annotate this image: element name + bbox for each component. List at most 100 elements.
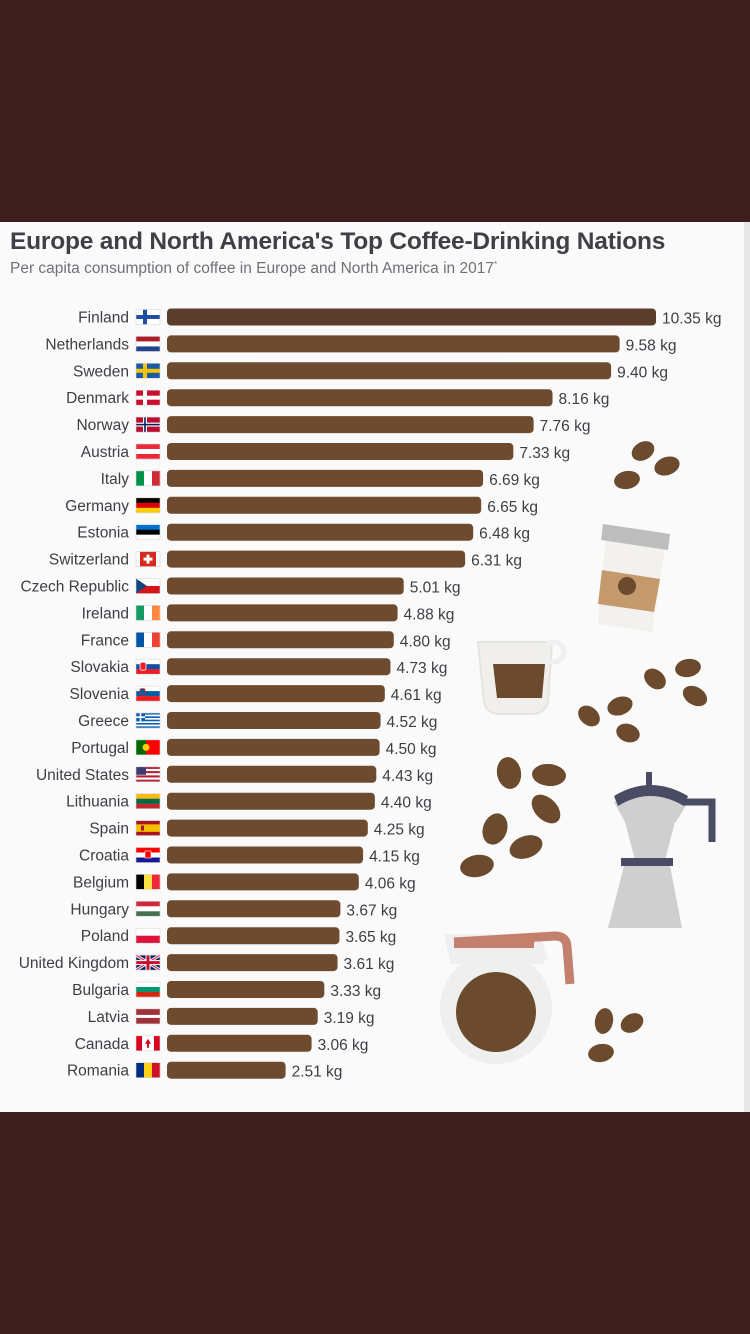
- united-states-flag-icon: [135, 766, 161, 783]
- bar: [167, 362, 612, 380]
- value-label: 10.35 kg: [662, 311, 721, 328]
- lithuania-flag-icon: [135, 793, 161, 810]
- category-label: United Kingdom: [19, 955, 129, 972]
- denmark-flag-icon: [135, 389, 161, 406]
- bulgaria-flag-icon: [135, 981, 161, 998]
- category-label: Hungary: [70, 901, 129, 918]
- value-label: 4.88 kg: [404, 606, 455, 623]
- value-label: 2.51 kg: [292, 1064, 343, 1081]
- portugal-flag-icon: [135, 739, 161, 756]
- value-label: 4.73 kg: [396, 660, 447, 677]
- value-label: 6.69 kg: [489, 472, 540, 489]
- bar-row: Germany 6.65 kg: [65, 496, 538, 516]
- card-edge: [744, 222, 750, 1112]
- category-label: Croatia: [79, 848, 129, 865]
- category-label: Sweden: [73, 363, 129, 380]
- bar: [167, 846, 364, 864]
- spain-flag-icon: [135, 820, 161, 836]
- czech-republic-flag-icon: [135, 578, 161, 594]
- category-label: Italy: [101, 471, 130, 488]
- chart-card: Europe and North America's Top Coffee-Dr…: [0, 222, 750, 1112]
- bar: [167, 954, 338, 972]
- france-flag-icon: [135, 631, 161, 648]
- united-kingdom-flag-icon: [135, 953, 161, 972]
- value-label: 4.15 kg: [369, 849, 420, 866]
- bar: [167, 1034, 312, 1052]
- category-label: Germany: [65, 498, 129, 515]
- subtitle-text: Per capita consumption of coffee in Euro…: [10, 260, 494, 278]
- bar-row: Portugal 4.50 kg: [71, 738, 436, 758]
- bar: [167, 308, 656, 326]
- category-label: Latvia: [88, 1009, 130, 1026]
- category-label: Slovenia: [70, 686, 130, 703]
- value-label: 3.61 kg: [344, 956, 395, 973]
- bar-row: Belgium 4.06 kg: [73, 873, 416, 892]
- bar: [167, 792, 375, 810]
- value-label: 5.01 kg: [410, 580, 461, 597]
- poland-flag-icon: [135, 927, 161, 944]
- category-label: Lithuania: [66, 794, 129, 811]
- bar-row: Croatia 4.15 kg: [79, 846, 420, 866]
- bar: [167, 658, 391, 676]
- category-label: Austria: [81, 444, 130, 461]
- value-label: 3.33 kg: [330, 983, 381, 1000]
- bar: [167, 604, 398, 622]
- bar: [167, 523, 474, 541]
- category-label: Czech Republic: [20, 579, 129, 596]
- value-label: 4.52 kg: [387, 714, 438, 731]
- bar: [167, 335, 620, 353]
- bar: [167, 550, 466, 568]
- category-label: Norway: [76, 417, 129, 434]
- bar-row: Slovakia 4.73 kg: [70, 658, 447, 677]
- value-label: 4.43 kg: [382, 768, 433, 785]
- category-label: Finland: [78, 310, 129, 327]
- value-label: 6.31 kg: [471, 553, 522, 570]
- sweden-flag-icon: [135, 363, 161, 379]
- hungary-flag-icon: [135, 900, 161, 917]
- subtitle-footnote-marker: *: [493, 260, 498, 269]
- bar-row: Greece 4.52 kg: [78, 712, 437, 731]
- bar-row: Sweden 9.40 kg: [73, 362, 668, 381]
- value-label: 9.58 kg: [626, 337, 677, 354]
- bar-row: Denmark 8.16 kg: [66, 389, 609, 408]
- value-label: 3.67 kg: [346, 902, 397, 919]
- bar-chart: Finland 10.35 kg Netherlands 9.58 kg Sweden 9…: [19, 308, 721, 1081]
- latvia-flag-icon: [135, 1008, 161, 1025]
- category-label: Slovakia: [70, 659, 129, 676]
- bar-row: Spain 4.25 kg: [89, 819, 425, 839]
- ireland-flag-icon: [135, 605, 161, 621]
- canada-flag-icon: [135, 1035, 161, 1052]
- value-label: 3.06 kg: [318, 1037, 369, 1054]
- bar: [167, 819, 368, 837]
- bar-row: Canada 3.06 kg: [75, 1034, 369, 1054]
- value-label: 6.48 kg: [479, 526, 530, 543]
- finland-flag-icon: [135, 309, 161, 325]
- bar: [167, 900, 341, 918]
- bar-row: Lithuania 4.40 kg: [66, 792, 432, 812]
- bar: [167, 577, 404, 595]
- category-label: Canada: [75, 1036, 130, 1053]
- category-label: France: [81, 632, 129, 649]
- germany-flag-icon: [135, 497, 161, 514]
- bar: [167, 765, 377, 783]
- bar-row: Estonia 6.48 kg: [77, 523, 530, 543]
- category-label: Ireland: [82, 605, 129, 622]
- category-label: Belgium: [73, 874, 129, 891]
- bar-row: Italy 6.69 kg: [101, 469, 540, 489]
- italy-flag-icon: [135, 470, 161, 487]
- greece-flag-icon: [135, 712, 161, 729]
- romania-flag-icon: [135, 1062, 161, 1079]
- bar-row: France 4.80 kg: [81, 631, 451, 650]
- value-label: 4.80 kg: [400, 633, 451, 650]
- bar-row: Latvia 3.19 kg: [88, 1007, 375, 1027]
- value-label: 8.16 kg: [559, 391, 610, 408]
- value-label: 4.25 kg: [374, 822, 425, 839]
- bar: [167, 873, 359, 891]
- chart-subtitle: Per capita consumption of coffee in Euro…: [10, 260, 497, 278]
- value-label: 9.40 kg: [617, 364, 668, 381]
- category-label: Greece: [78, 713, 129, 730]
- bar: [167, 927, 340, 945]
- bar-row: Ireland 4.88 kg: [82, 604, 455, 623]
- norway-flag-icon: [135, 416, 161, 433]
- bar-row: United States 4.43 kg: [36, 765, 433, 785]
